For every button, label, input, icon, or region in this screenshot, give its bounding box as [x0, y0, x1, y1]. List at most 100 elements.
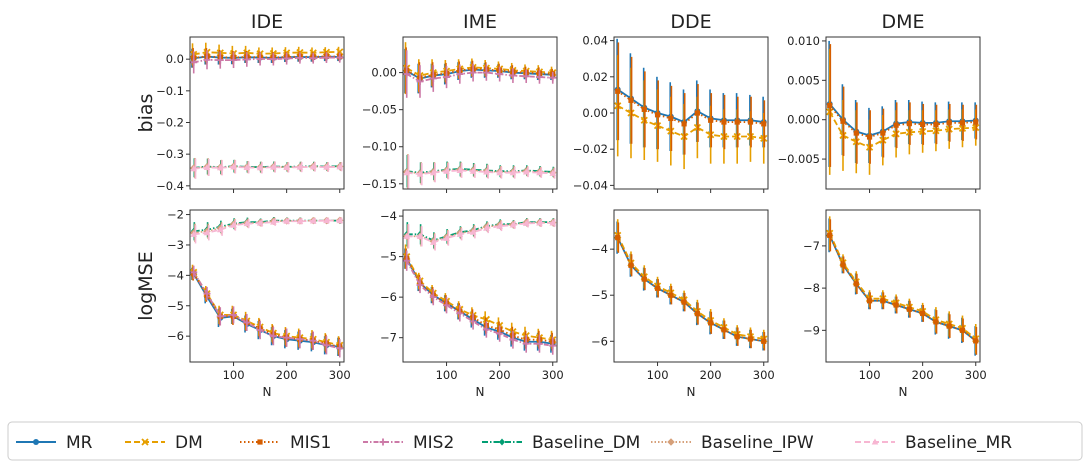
- data-point: [522, 72, 530, 80]
- data-point: [906, 306, 912, 312]
- panel-frame: [613, 209, 769, 363]
- panel-frame: [189, 209, 345, 363]
- data-point: [840, 262, 846, 268]
- data-point: [416, 281, 424, 289]
- series-mis1: [615, 222, 767, 351]
- data-point: [880, 298, 886, 304]
- legend-item-mis1: MIS1: [240, 433, 331, 453]
- x-tick-label: 200: [276, 368, 298, 382]
- x-axis-label: N: [476, 385, 485, 399]
- data-point: [243, 220, 251, 227]
- data-point: [761, 121, 767, 127]
- y-tick-label: 0.04: [582, 34, 608, 48]
- legend-item-mis2: MIS2: [363, 433, 454, 453]
- legend-label: Baseline_MR: [905, 433, 1012, 453]
- data-point: [443, 234, 450, 241]
- data-point: [522, 168, 530, 175]
- data-point: [190, 268, 198, 276]
- plot-area: [190, 42, 344, 179]
- panel-frame: [825, 36, 981, 190]
- data-point: [336, 344, 344, 352]
- series-line: [406, 221, 553, 242]
- x-tick-label: 100: [647, 368, 669, 382]
- data-point: [536, 169, 543, 176]
- row-label: bias: [135, 94, 157, 133]
- data-point: [681, 299, 687, 305]
- data-point: [734, 334, 740, 340]
- data-point: [190, 165, 198, 172]
- data-point: [708, 117, 714, 123]
- panel-dde-bias: DDE 0.04 0.02 0.00 −0.02 −0.04: [573, 11, 769, 193]
- plot-area: [826, 216, 980, 356]
- data-point: [920, 121, 926, 128]
- data-point: [336, 54, 344, 62]
- y-tick-label: −9: [803, 323, 820, 337]
- data-point: [336, 217, 344, 224]
- series-mis1: [827, 44, 979, 167]
- y-tick-label: −0.2: [156, 116, 184, 130]
- y-tick-label: −0.005: [777, 152, 820, 166]
- y-tick-label: −0.10: [362, 140, 397, 154]
- data-point: [243, 318, 251, 326]
- data-point: [456, 309, 464, 317]
- data-point: [203, 163, 211, 170]
- y-tick-label: −6: [591, 334, 608, 348]
- data-point: [283, 217, 290, 224]
- data-point: [322, 341, 330, 349]
- legend-marker: [379, 438, 387, 446]
- y-tick-label: −5: [591, 288, 608, 302]
- data-point: [296, 54, 304, 62]
- data-point: [296, 217, 304, 224]
- y-tick-label: −2: [167, 208, 184, 222]
- y-tick-label: 0.005: [787, 73, 820, 87]
- data-point: [549, 342, 557, 350]
- x-tick-label: 300: [329, 368, 351, 382]
- legend-box: [7, 421, 1083, 461]
- legend: MR DM MIS1 MIS2 Baseline_DM Baseline_IPW Basel…: [7, 421, 1083, 461]
- row-label: logMSE: [135, 251, 157, 320]
- y-tick-label: 0.010: [787, 34, 820, 48]
- data-point: [296, 335, 304, 343]
- data-point: [496, 222, 503, 229]
- panels: IDE bias 0.0 −0.1 −0.2 −0.3 −0.4 IME 0.00 −0.05 −0…: [135, 11, 987, 399]
- x-axis-label: N: [687, 385, 696, 399]
- panel-ide-bias: IDE bias 0.0 −0.1 −0.2 −0.3 −0.4: [135, 11, 345, 193]
- series-baseline-mr: [403, 154, 557, 189]
- y-tick-label: 0.00: [371, 66, 397, 80]
- data-point: [309, 337, 317, 345]
- data-point: [853, 281, 859, 287]
- legend-marker: [667, 438, 675, 446]
- y-tick-label: −6: [380, 290, 397, 304]
- plot-area: [614, 219, 768, 351]
- data-point: [482, 326, 490, 334]
- data-point: [443, 301, 451, 309]
- y-tick-label: −0.15: [362, 177, 397, 191]
- panel-dme-logmse: −7 −8 −9 100 200 300 N: [803, 209, 987, 399]
- data-point: [615, 88, 621, 94]
- data-point: [959, 327, 966, 333]
- data-point: [469, 317, 477, 325]
- data-point: [509, 169, 517, 176]
- y-tick-label: 0.00: [582, 106, 608, 120]
- legend-label: MR: [66, 433, 93, 453]
- series-mis2: [190, 265, 344, 358]
- legend-label: MIS2: [413, 433, 454, 453]
- data-point: [522, 340, 530, 348]
- legend-marker: [141, 438, 149, 446]
- data-point: [283, 163, 290, 170]
- x-tick-label: 200: [912, 368, 934, 382]
- panel-ime-bias: IME 0.00 −0.05 −0.10 −0.15: [362, 11, 558, 193]
- data-point: [416, 77, 424, 85]
- legend-label: MIS1: [290, 433, 331, 453]
- plot-area: [190, 216, 344, 358]
- data-point: [893, 302, 899, 308]
- y-tick-label: −5: [380, 250, 397, 264]
- data-point: [496, 70, 504, 78]
- data-point: [535, 340, 543, 348]
- data-point: [230, 56, 238, 64]
- data-point: [721, 327, 727, 333]
- panel-ide-logmse: logMSE −2 −3 −4 −5 −6 100 200 300 N: [135, 208, 351, 399]
- y-tick-label: −7: [803, 239, 820, 253]
- plot-area: [614, 38, 768, 170]
- series-mis1: [615, 42, 767, 155]
